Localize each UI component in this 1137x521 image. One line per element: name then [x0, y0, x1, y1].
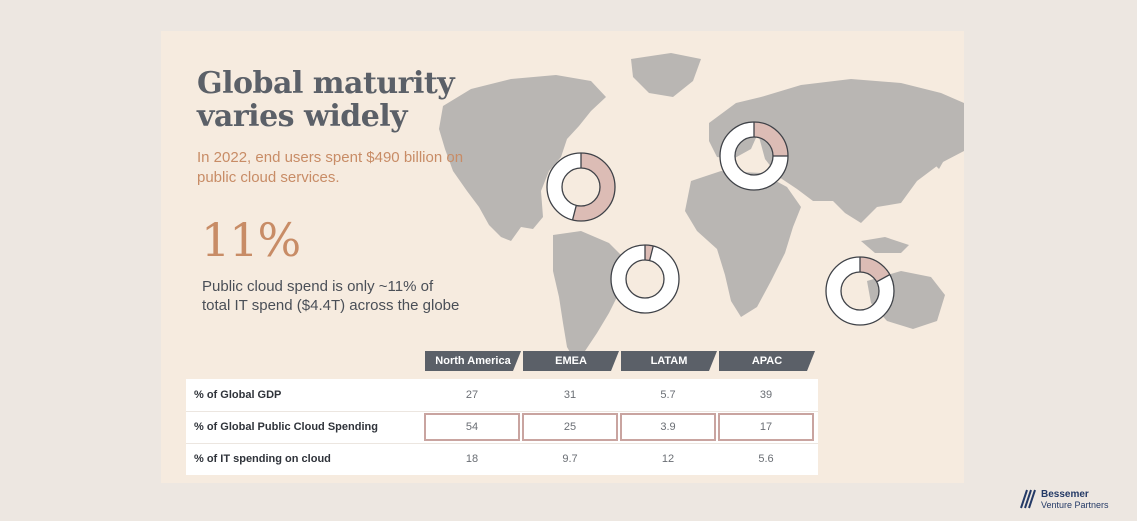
table-cell: 5.6: [758, 453, 774, 465]
highlight-value: 11%: [201, 213, 301, 267]
donut-divider: [648, 245, 654, 261]
world-map: [439, 53, 964, 361]
row-divider: [186, 411, 818, 412]
header-apac: APAC: [719, 351, 815, 371]
table-cell: 5.7: [660, 389, 676, 401]
logo-line1: Bessemer: [1041, 489, 1089, 500]
table-cell: 39: [759, 389, 773, 401]
table-cell: 27: [465, 389, 479, 401]
page-title: Global maturity varies widely: [197, 66, 455, 134]
japan-shape: [933, 143, 947, 169]
infographic-card: Global maturity varies widely In 2022, e…: [161, 31, 964, 483]
donut-segment: [645, 245, 654, 261]
row-divider: [186, 443, 818, 444]
header-latam: LATAM: [621, 351, 717, 371]
subtitle: In 2022, end users spent $490 billion on…: [197, 149, 464, 186]
header-emea: EMEA: [523, 351, 619, 371]
table-cell: 25: [522, 413, 618, 441]
donut-outline: [561, 167, 601, 207]
donut-divider: [571, 205, 577, 221]
row-label: % of IT spending on cloud: [194, 453, 331, 465]
continents: [439, 53, 964, 361]
bessemer-logo: Bessemer Venture Partners: [1019, 486, 1129, 514]
donut-latam: [610, 244, 680, 314]
north-america-shape: [439, 75, 606, 241]
header-north-america: North America: [425, 351, 521, 371]
donut-emea: [719, 121, 789, 191]
donut-segment: [860, 257, 890, 282]
highlight-text: Public cloud spend is only ~11% of total…: [202, 278, 460, 314]
table-cell: 54: [424, 413, 520, 441]
data-table: % of Global GDP 27 31 5.7 39 % of Global…: [186, 379, 818, 475]
table-cell: 12: [661, 453, 675, 465]
asia-shape: [759, 79, 964, 223]
table-cell: 17: [718, 413, 814, 441]
donut-apac: [825, 256, 895, 326]
donut-north-america: [546, 152, 616, 222]
donut-charts: [546, 121, 895, 326]
donut-divider: [876, 274, 891, 283]
bessemer-logo-icon: [1020, 489, 1036, 509]
table-row: % of Global GDP 27 31 5.7 39: [186, 379, 818, 411]
table-cell: 9.7: [562, 453, 578, 465]
donut-segment: [572, 153, 616, 221]
greenland-shape: [631, 53, 701, 97]
row-label: % of Global Public Cloud Spending: [194, 421, 378, 433]
donut-segment: [754, 122, 788, 156]
table-row: % of Global Public Cloud Spending 54 25 …: [186, 411, 818, 443]
africa-shape: [685, 171, 801, 317]
table-cell: 3.9: [620, 413, 716, 441]
donut-outline: [625, 259, 665, 299]
logo-line2: Venture Partners: [1041, 500, 1109, 510]
south-america-shape: [553, 231, 627, 361]
row-label: % of Global GDP: [194, 389, 282, 401]
table-cell: 18: [465, 453, 479, 465]
indonesia-shape: [861, 237, 909, 253]
table-cell: 31: [563, 389, 577, 401]
table-row: % of IT spending on cloud 18 9.7 12 5.6: [186, 443, 818, 475]
